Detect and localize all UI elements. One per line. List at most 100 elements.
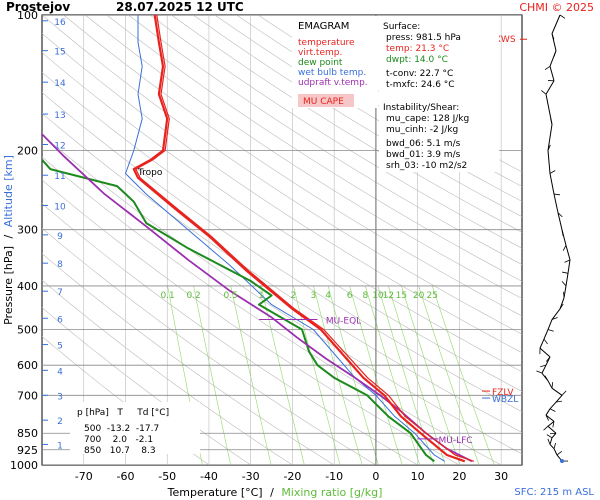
legend-updraft: udpraft v.temp. xyxy=(298,78,368,88)
wind-barb xyxy=(543,425,549,431)
mixing-ratio-label: 0.1 xyxy=(160,291,174,301)
wind-barb xyxy=(561,281,567,287)
altitude-tick-label: 16 xyxy=(54,18,66,28)
x-axis-title-slash: / xyxy=(270,486,274,499)
altitude-tick-label: 7 xyxy=(57,288,63,298)
wind-profile-line xyxy=(547,150,551,174)
surface-press: press: 981.5 hPa xyxy=(386,33,461,43)
level-row-850: 850 10.7 8.3 xyxy=(84,446,156,456)
wind-barb xyxy=(562,245,567,251)
svg-text:Pressure [hPa] / A: Pressure [hPa] / Altitude [km] xyxy=(2,155,15,325)
wind-profile-line xyxy=(547,425,557,434)
wind-barb xyxy=(547,329,554,332)
wind-barb xyxy=(555,400,562,403)
wind-barb xyxy=(540,364,547,368)
wind-barb xyxy=(545,356,551,362)
chart-datetime: 28.07.2025 12 UTC xyxy=(116,0,244,14)
wind-barb xyxy=(549,170,556,174)
mixing-ratio-label: 15 xyxy=(396,291,407,301)
mixing-ratio-label: 25 xyxy=(427,291,438,301)
y-axis-title-altitude: Altitude [km] xyxy=(2,155,15,227)
dry-adiabat-line xyxy=(42,52,522,373)
surface-tmxfc: t-mxfc: 24.6 °C xyxy=(386,80,455,90)
level-table-header: p [hPa] T Td [°C] xyxy=(77,408,169,418)
pressure-tick-label: 300 xyxy=(17,224,38,237)
wind-profile-line xyxy=(549,444,555,450)
wind-barb xyxy=(551,317,558,320)
station-name: Prostejov xyxy=(6,0,70,14)
dry-adiabat-line xyxy=(171,15,522,233)
mixing-ratio-label: 10 xyxy=(372,291,384,301)
wind-barb xyxy=(556,451,563,456)
wind-profile-line xyxy=(549,66,555,81)
mixing-ratio-label: 1 xyxy=(258,291,264,301)
altitude-tick-label: 2 xyxy=(57,417,63,427)
bwd-06: bwd_06: 5.1 m/s xyxy=(386,139,461,149)
wind-barb xyxy=(559,14,566,19)
info-panel: Surface: press: 981.5 hPa temp: 21.3 °C … xyxy=(379,16,499,172)
wind-barb xyxy=(564,259,571,263)
dry-adiabat-line xyxy=(85,15,522,299)
wind-profile-line xyxy=(565,245,571,260)
wind-barb xyxy=(543,338,548,345)
dry-adiabat-line xyxy=(128,15,522,265)
mu-eql-label: MU-EQL xyxy=(326,317,361,327)
dry-adiabat-line xyxy=(214,15,522,202)
legend-virt-temp: virt.temp. xyxy=(298,48,342,58)
temperature-tick-label: 30 xyxy=(494,470,508,483)
wind-barb xyxy=(536,370,543,374)
altitude-tick-label: 6 xyxy=(57,315,63,325)
surface-title: Surface: xyxy=(383,22,420,32)
wind-barb xyxy=(551,382,554,389)
temperature-tick-label: 0 xyxy=(372,470,379,483)
dry-adiabat-line xyxy=(42,33,522,354)
x-axis-title: Temperature [°C] / Mixing ratio [g/kg] xyxy=(167,486,383,499)
pressure-tick-label: 700 xyxy=(17,389,38,402)
mxws-label: MXWS xyxy=(487,35,516,45)
altitude-tick-label: 9 xyxy=(57,232,63,242)
altitude-tick-label: 4 xyxy=(57,367,63,377)
altitude-tick-label: 5 xyxy=(57,342,63,352)
wind-profile-line xyxy=(545,408,551,416)
wind-profile-line xyxy=(559,297,565,310)
wind-profile-line xyxy=(547,124,553,151)
wind-profile-line xyxy=(541,364,547,374)
temperature-tick-label: -10 xyxy=(325,470,343,483)
pressure-tick-label: 850 xyxy=(17,427,38,440)
mixing-ratio-label: 20 xyxy=(413,291,425,301)
x-axis-title-temp: Temperature [°C] xyxy=(167,486,263,499)
wind-profile-line xyxy=(565,273,569,287)
tropopause-label: Tropo xyxy=(137,168,163,178)
dry-adiabat-line xyxy=(63,15,522,317)
legend-dew-point: dew point xyxy=(298,58,343,68)
surface-dwpt: dwpt: 14.0 °C xyxy=(386,55,448,65)
wind-profile-line xyxy=(567,259,571,274)
temperature-tick-label: -70 xyxy=(75,470,93,483)
legend-wet-bulb: wet bulb temp. xyxy=(298,68,366,78)
pressure-tick-label: 100 xyxy=(17,9,38,22)
credit-text: CHMI © 2025 xyxy=(519,1,594,14)
mu-cinh: mu_cinh: -2 J/kg xyxy=(386,125,458,135)
wind-barb xyxy=(551,33,555,40)
wind-barb xyxy=(557,212,563,218)
wind-profile-line xyxy=(545,94,553,125)
wind-barb xyxy=(553,50,557,57)
altitude-tick-label: 3 xyxy=(57,392,63,402)
dry-adiabat-line xyxy=(42,15,522,335)
wind-barb xyxy=(549,408,556,412)
wind-profile-line xyxy=(539,338,545,349)
temperature-tick-label: -60 xyxy=(116,470,134,483)
altitude-tick-label: 1 xyxy=(57,441,63,451)
altitude-tick-label: 14 xyxy=(54,79,66,89)
series-wet-bulb-temp xyxy=(125,15,446,462)
pressure-tick-label: 600 xyxy=(17,359,38,372)
wind-barb xyxy=(541,90,547,95)
legend-title: EMAGRAM xyxy=(298,21,349,32)
wind-profile-line xyxy=(557,212,563,230)
dry-adiabat-line xyxy=(193,15,522,218)
series-udpraft-v-temp xyxy=(42,132,473,463)
legend: EMAGRAM temperature virt.temp. dew point… xyxy=(292,16,378,108)
wind-barb xyxy=(561,390,567,396)
altitude-tick-label: 11 xyxy=(54,172,65,182)
